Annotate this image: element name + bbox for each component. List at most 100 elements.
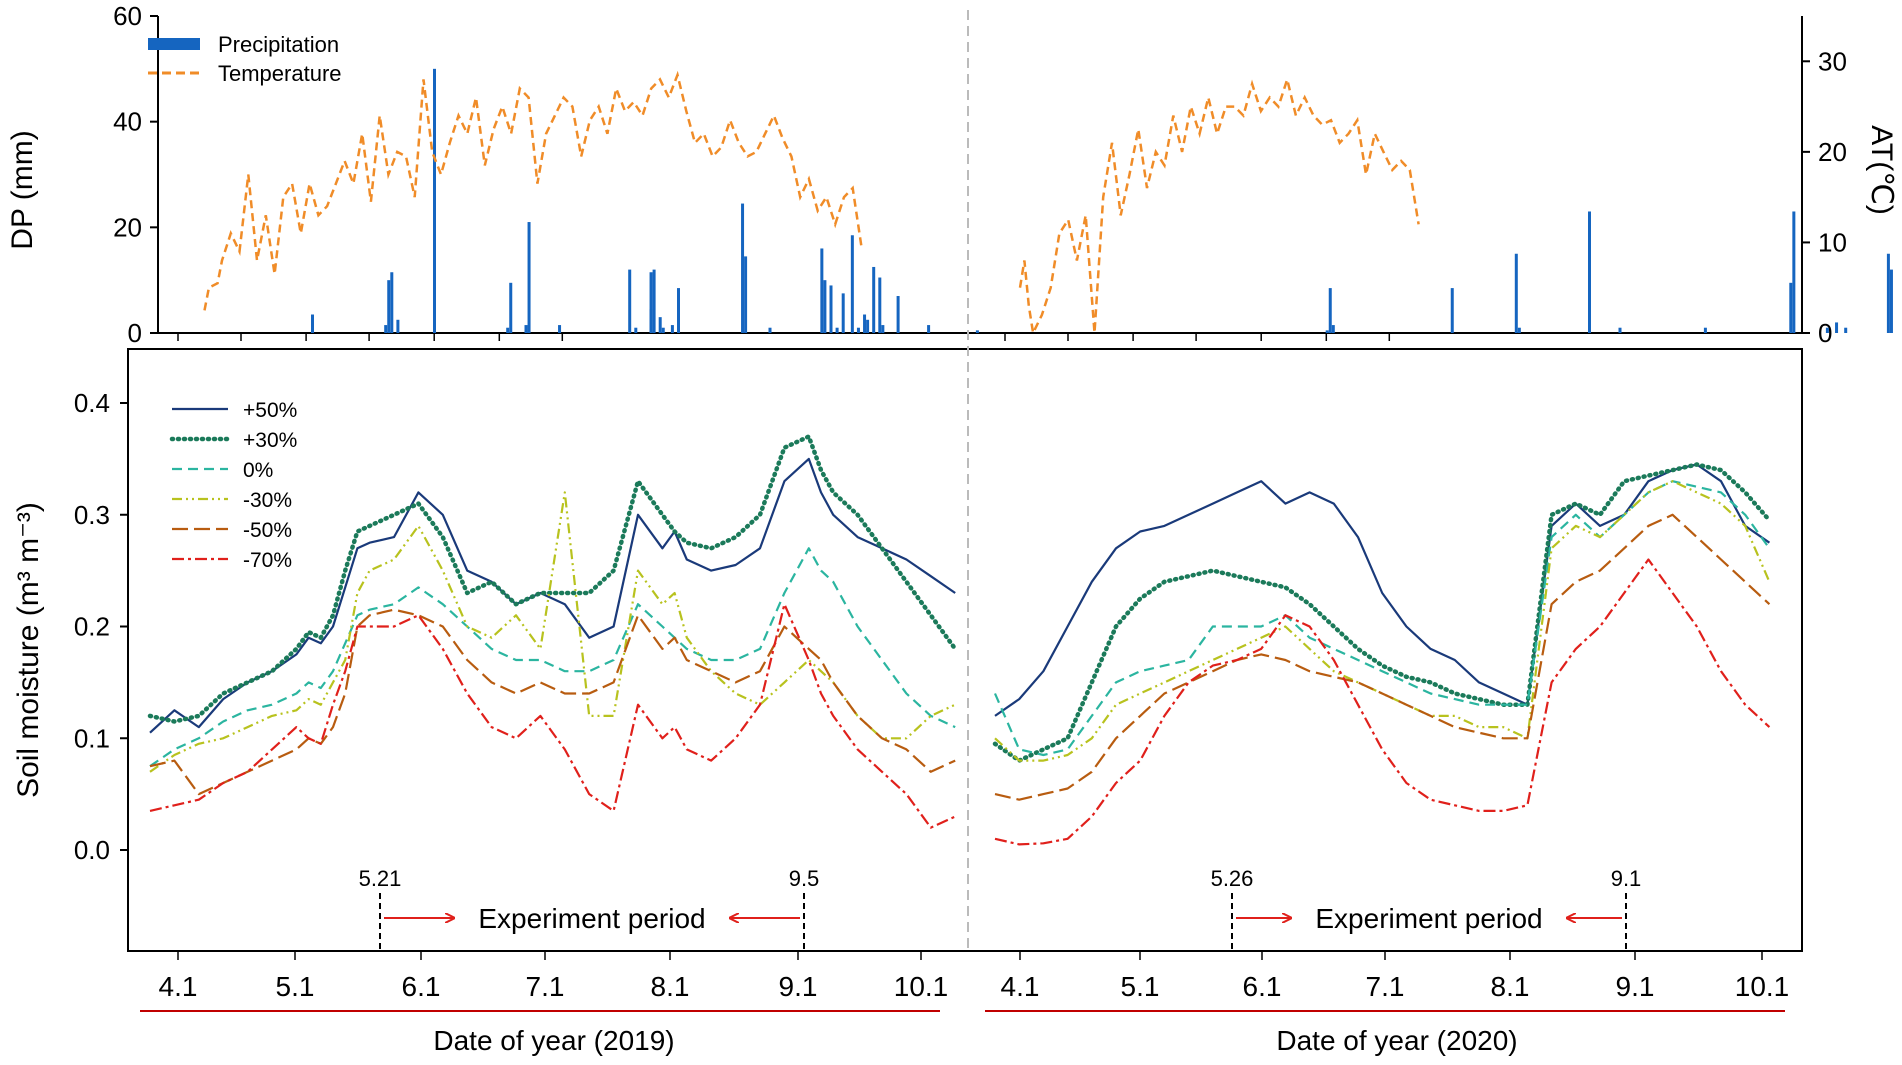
- x-tick-label-2019: 8.1: [651, 971, 690, 1002]
- experiment-period-label: Experiment period: [478, 903, 705, 934]
- precip-bar: [390, 272, 394, 333]
- soil-moisture-line-3: [994, 480, 1771, 762]
- legend-temp-label: Temperature: [218, 61, 342, 86]
- precip-bar: [1328, 288, 1332, 333]
- precip-bar: [1835, 322, 1839, 333]
- precip-bar: [975, 330, 979, 333]
- top-left-tick-label: 0: [128, 318, 142, 348]
- experiment-date-label: 5.21: [359, 866, 402, 891]
- legend-label: +50%: [243, 399, 297, 422]
- soil-moisture-line-4: [994, 513, 1771, 801]
- precip-bar: [1514, 253, 1518, 333]
- precip-bar: [863, 314, 867, 333]
- precip-bar: [506, 327, 510, 333]
- legend-label: -50%: [243, 519, 292, 542]
- precip-bar: [1789, 282, 1793, 333]
- temperature-line-2020: [1018, 74, 1420, 338]
- x-tick-label-2020: 5.1: [1121, 971, 1160, 1002]
- precip-bar: [649, 272, 653, 333]
- bottom-ylabel: Soil moisture (m³ m⁻³): [12, 502, 45, 798]
- x-tick-label-2020: 4.1: [1001, 971, 1040, 1002]
- precip-bar: [652, 269, 656, 333]
- top-left-tick-label: 40: [113, 107, 142, 137]
- experiment-annotations: 5.21 9.5 Experiment period 5.26 9.1 Experimen…: [359, 866, 1642, 951]
- soil-moisture-line-1: [992, 462, 1772, 763]
- precip-bar: [311, 314, 314, 333]
- x-tick-label-2020: 10.1: [1735, 971, 1790, 1002]
- precip-bar: [649, 309, 653, 333]
- precip-bar: [1886, 253, 1890, 333]
- precip-bar: [741, 203, 745, 333]
- precip-bar: [1517, 327, 1521, 333]
- precip-bar: [856, 327, 860, 333]
- x-tick-label-2019: 7.1: [526, 971, 565, 1002]
- precip-bar: [1825, 327, 1829, 333]
- bottom-y-tick-label: 0.0: [74, 835, 110, 865]
- precip-bar: [1889, 269, 1893, 333]
- top-right-tick-label: 0: [1818, 318, 1832, 348]
- x-tick-label-2020: 9.1: [1616, 971, 1655, 1002]
- precip-bar: [384, 325, 388, 333]
- precip-bar: [634, 327, 638, 333]
- soil-moisture-line-0: [994, 463, 1771, 717]
- x-tick-label-2019: 9.1: [779, 971, 818, 1002]
- precip-bar: [829, 285, 833, 333]
- soil-moisture-line-1: [147, 434, 958, 724]
- legend-label: -30%: [243, 489, 292, 512]
- soil-moisture-line-2: [149, 547, 956, 768]
- legend-label: -70%: [243, 549, 292, 572]
- precip-bar: [896, 296, 900, 333]
- temperature-lines: [203, 70, 1420, 338]
- legend-label: 0%: [243, 459, 273, 482]
- precip-bar: [820, 248, 824, 333]
- precip-bar: [835, 327, 839, 333]
- x-tick-label-2019: 10.1: [894, 971, 949, 1002]
- x-tick-label-2019: 5.1: [276, 971, 315, 1002]
- bottom-y-tick-label: 0.3: [74, 500, 110, 530]
- precip-bar: [927, 325, 931, 333]
- temperature-line-2019: [203, 70, 863, 311]
- precip-bar: [866, 319, 870, 333]
- x-tick-label-2020: 7.1: [1366, 971, 1405, 1002]
- x-title-2019: Date of year (2019): [433, 1025, 674, 1056]
- bottom-y-tick-label: 0.4: [74, 388, 110, 418]
- precip-bar: [509, 282, 513, 333]
- top-left-tick-label: 60: [113, 1, 142, 31]
- precipitation-bars: [311, 68, 1893, 333]
- soil-moisture-line-4: [149, 608, 956, 796]
- experiment-date-label: 9.5: [789, 866, 820, 891]
- precip-bar: [1450, 288, 1454, 333]
- bottom-y-tick-label: 0.2: [74, 612, 110, 642]
- precip-bar: [744, 256, 748, 333]
- precip-bar: [670, 325, 674, 333]
- top-right-ticks: 0 10 20 30: [1802, 46, 1847, 348]
- legend-label: +30%: [243, 429, 297, 452]
- top-legend: Precipitation Temperature: [148, 32, 342, 86]
- bottom-x-ticks: 4.1 5.1 6.1 7.1 8.1 9.1 10.1 4.1 5.1 6.1 7.1 8.1 9.1…: [159, 951, 1790, 1002]
- x-tick-label-2020: 6.1: [1243, 971, 1282, 1002]
- top-left-tick-label: 20: [113, 212, 142, 242]
- soil-moisture-line-2: [993, 480, 1771, 757]
- precip-bar: [768, 327, 772, 333]
- precip-bar: [396, 319, 400, 333]
- precip-bar: [841, 293, 845, 333]
- precip-bar: [1618, 327, 1622, 333]
- bottom-y-tick-label: 0.1: [74, 723, 110, 753]
- top-right-ylabel: AT(℃): [1865, 125, 1898, 215]
- bottom-panel-frame: [127, 348, 1803, 952]
- precip-bar: [433, 68, 436, 333]
- top-panel-axes: [157, 16, 1803, 334]
- legend-precip-swatch: [148, 38, 200, 50]
- precip-bar: [1703, 327, 1707, 333]
- precip-bar: [1844, 327, 1848, 333]
- soil-moisture-legend: +50% +30% 0% -30% -50% -70%: [169, 399, 297, 572]
- precip-bar: [658, 317, 662, 333]
- x-title-2020: Date of year (2020): [1276, 1025, 1517, 1056]
- precip-bar: [823, 280, 827, 333]
- precip-bar: [1588, 211, 1591, 333]
- precip-bar: [558, 325, 562, 333]
- precip-bar: [1792, 211, 1796, 333]
- experiment-date-label: 9.1: [1611, 866, 1642, 891]
- legend-precip-label: Precipitation: [218, 32, 339, 57]
